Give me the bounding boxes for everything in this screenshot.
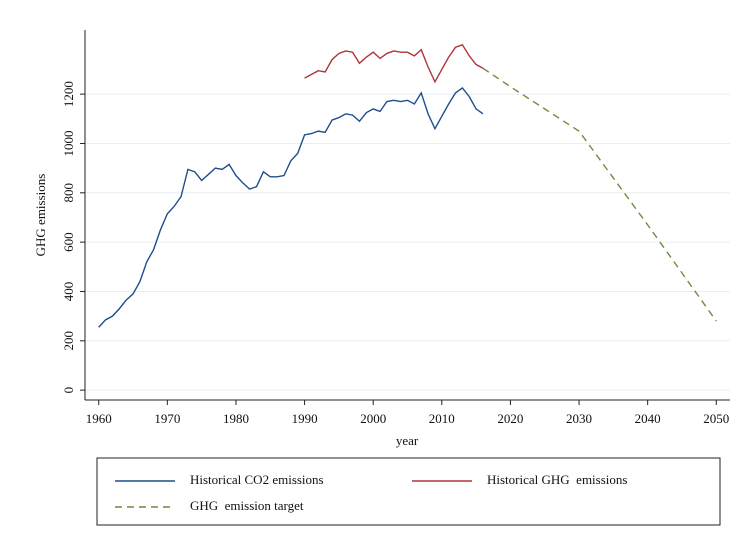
x-tick-label: 1990: [292, 411, 318, 426]
y-tick-label: 1000: [61, 130, 76, 156]
x-tick-label: 1980: [223, 411, 249, 426]
x-tick-label: 2000: [360, 411, 386, 426]
y-tick-label: 200: [61, 331, 76, 351]
y-tick-label: 0: [61, 387, 76, 394]
y-axis-title: GHG emissions: [33, 174, 48, 257]
x-tick-label: 2030: [566, 411, 592, 426]
legend-box: [96, 457, 721, 526]
x-tick-label: 2050: [703, 411, 729, 426]
x-tick-label: 2010: [429, 411, 455, 426]
series-line: [482, 67, 717, 322]
x-tick-label: 1970: [154, 411, 180, 426]
series-line: [304, 43, 484, 84]
legend-label: Historical CO2 emissions: [190, 472, 324, 487]
series-line: [98, 87, 484, 328]
x-tick-label: 1960: [86, 411, 112, 426]
x-axis-title: year: [396, 433, 419, 448]
y-tick-label: 600: [61, 232, 76, 252]
y-tick-label: 400: [61, 282, 76, 302]
x-tick-label: 2020: [497, 411, 523, 426]
x-tick-label: 2040: [635, 411, 661, 426]
legend-label: GHG emission target: [190, 498, 304, 513]
legend-label: Historical GHG emissions: [487, 472, 627, 487]
y-tick-label: 1200: [61, 81, 76, 107]
y-tick-label: 800: [61, 183, 76, 203]
